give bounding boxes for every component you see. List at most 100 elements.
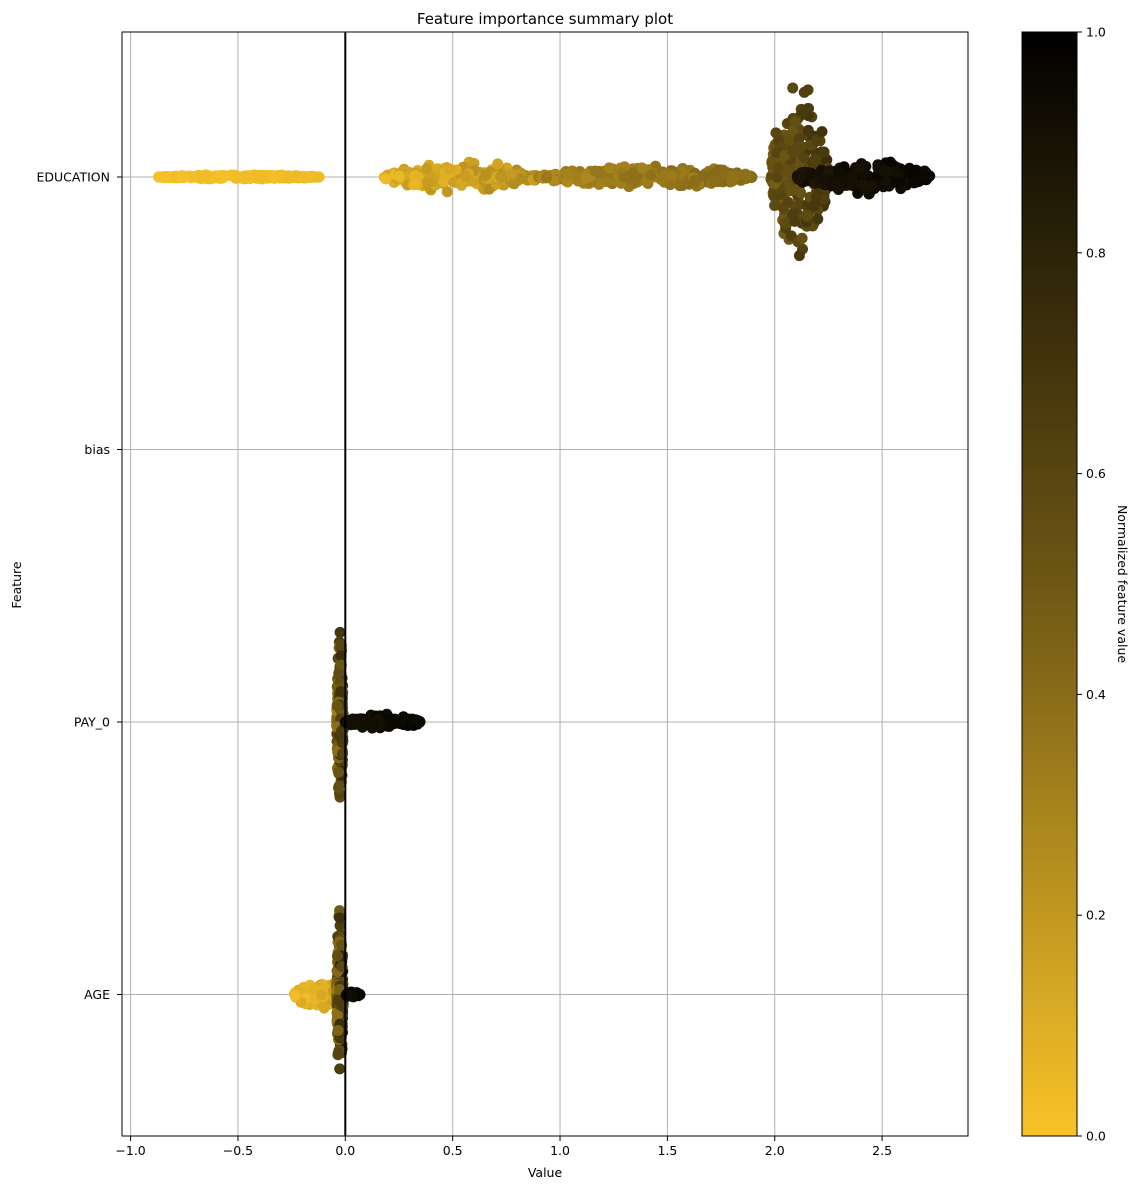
scatter-point [802,103,814,115]
scatter-point [335,686,347,698]
colorbar-tick-label: 0.0 [1086,1129,1106,1144]
scatter-point [636,162,648,174]
scatter-point [385,713,397,725]
scatter-point [335,725,347,737]
scatter-point [408,179,420,191]
scatter-point [421,176,433,188]
scatter-point [812,213,824,225]
scatter-point [823,165,835,177]
scatter-point [729,170,741,182]
scatter-point [315,989,327,1001]
scatter-point [664,179,676,191]
scatter-point [335,659,347,671]
scatter-point [459,170,471,182]
scatter-point [793,171,805,183]
scatter-point [495,171,507,183]
colorbar-ticks: 0.0 0.2 0.4 0.6 0.8 1.0 [1077,25,1106,1144]
scatter-point [857,178,869,190]
scatter-point [782,166,794,178]
scatter-point [332,1009,344,1021]
scatter-point [589,165,601,177]
x-tick-label: 0.5 [443,1143,463,1158]
scatter-point [393,170,405,182]
scatter-point [787,125,799,137]
chart-title: Feature importance summary plot [417,10,673,28]
scatter-point [448,176,460,188]
scatter-point [157,171,169,183]
y-tick-label: bias [84,442,110,457]
scatter-point [254,170,266,182]
scatter-point [562,169,574,181]
scatter-point [492,158,504,170]
scatter-point [880,175,892,187]
colorbar-tick-label: 0.6 [1086,466,1106,481]
scatter-point [296,171,308,183]
scatter-point [908,177,920,189]
x-axis-title: Value [528,1165,563,1180]
x-tick-label: 0.0 [335,1143,355,1158]
scatter-point [283,172,295,184]
colorbar-tick-label: 1.0 [1086,25,1106,40]
scatter-point [506,168,518,180]
scatter-point [618,172,630,184]
y-tick-label: EDUCATION [37,170,111,185]
x-tick-label: −0.5 [223,1143,253,1158]
scatter-point [268,172,280,184]
scatter-point [656,172,668,184]
scatter-point [789,115,801,127]
scatter-point [846,171,858,183]
y-tick-label: PAY_0 [74,715,110,730]
scatter-point [770,127,782,139]
scatter-point [334,626,346,638]
scatter-point [335,639,347,651]
scatter-point [809,153,821,165]
scatter-point [580,172,592,184]
scatter-point [380,173,392,185]
scatter-point [798,86,810,98]
colorbar-tick-label: 0.4 [1086,687,1106,702]
scatter-point [708,175,720,187]
scatter-point [346,990,358,1002]
scatter-point [795,141,807,153]
scatter-point [866,180,878,192]
scatter-point [793,250,805,262]
scatter-point [337,737,349,749]
grid-lines [122,32,968,1136]
scatter-point [438,176,450,188]
scatter-point [645,169,657,181]
scatter-point [795,187,807,199]
scatter-point [332,994,344,1006]
scatter-point [808,200,820,212]
scatter-point [421,163,433,175]
x-tick-label: 2.5 [872,1143,892,1158]
scatter-point [779,217,791,229]
scatter-point [178,170,190,182]
scatter-point [403,719,415,731]
y-axis-ticks: EDUCATION bias PAY_0 AGE [37,170,122,1002]
scatter-point [894,177,906,189]
scatter-point [738,169,750,181]
y-tick-label: AGE [84,987,110,1002]
scatter-point [594,178,606,190]
plot-frame [121,31,969,1137]
y-axis-title: Feature [9,561,24,609]
x-tick-label: 1.0 [550,1143,570,1158]
scatter-point [479,169,491,181]
scatter-point [334,912,346,924]
scatter-point [690,176,702,188]
colorbar-tick-label: 0.8 [1086,245,1106,260]
scatter-point [332,1047,344,1059]
x-axis-ticks: −1.0 −0.5 0.0 0.5 1.0 1.5 2.0 2.5 [115,1136,892,1158]
colorbar-title: Normalized feature value [1115,505,1130,663]
scatter-point [801,210,813,222]
scatter-point [811,134,823,146]
scatter-point [787,82,799,94]
scatter-point [909,166,921,178]
scatter-point [540,172,552,184]
scatter-point [603,162,615,174]
scatter-point [806,167,818,179]
scatter-point [816,126,828,138]
scatter-point [892,168,904,180]
scatter-point [810,191,822,203]
